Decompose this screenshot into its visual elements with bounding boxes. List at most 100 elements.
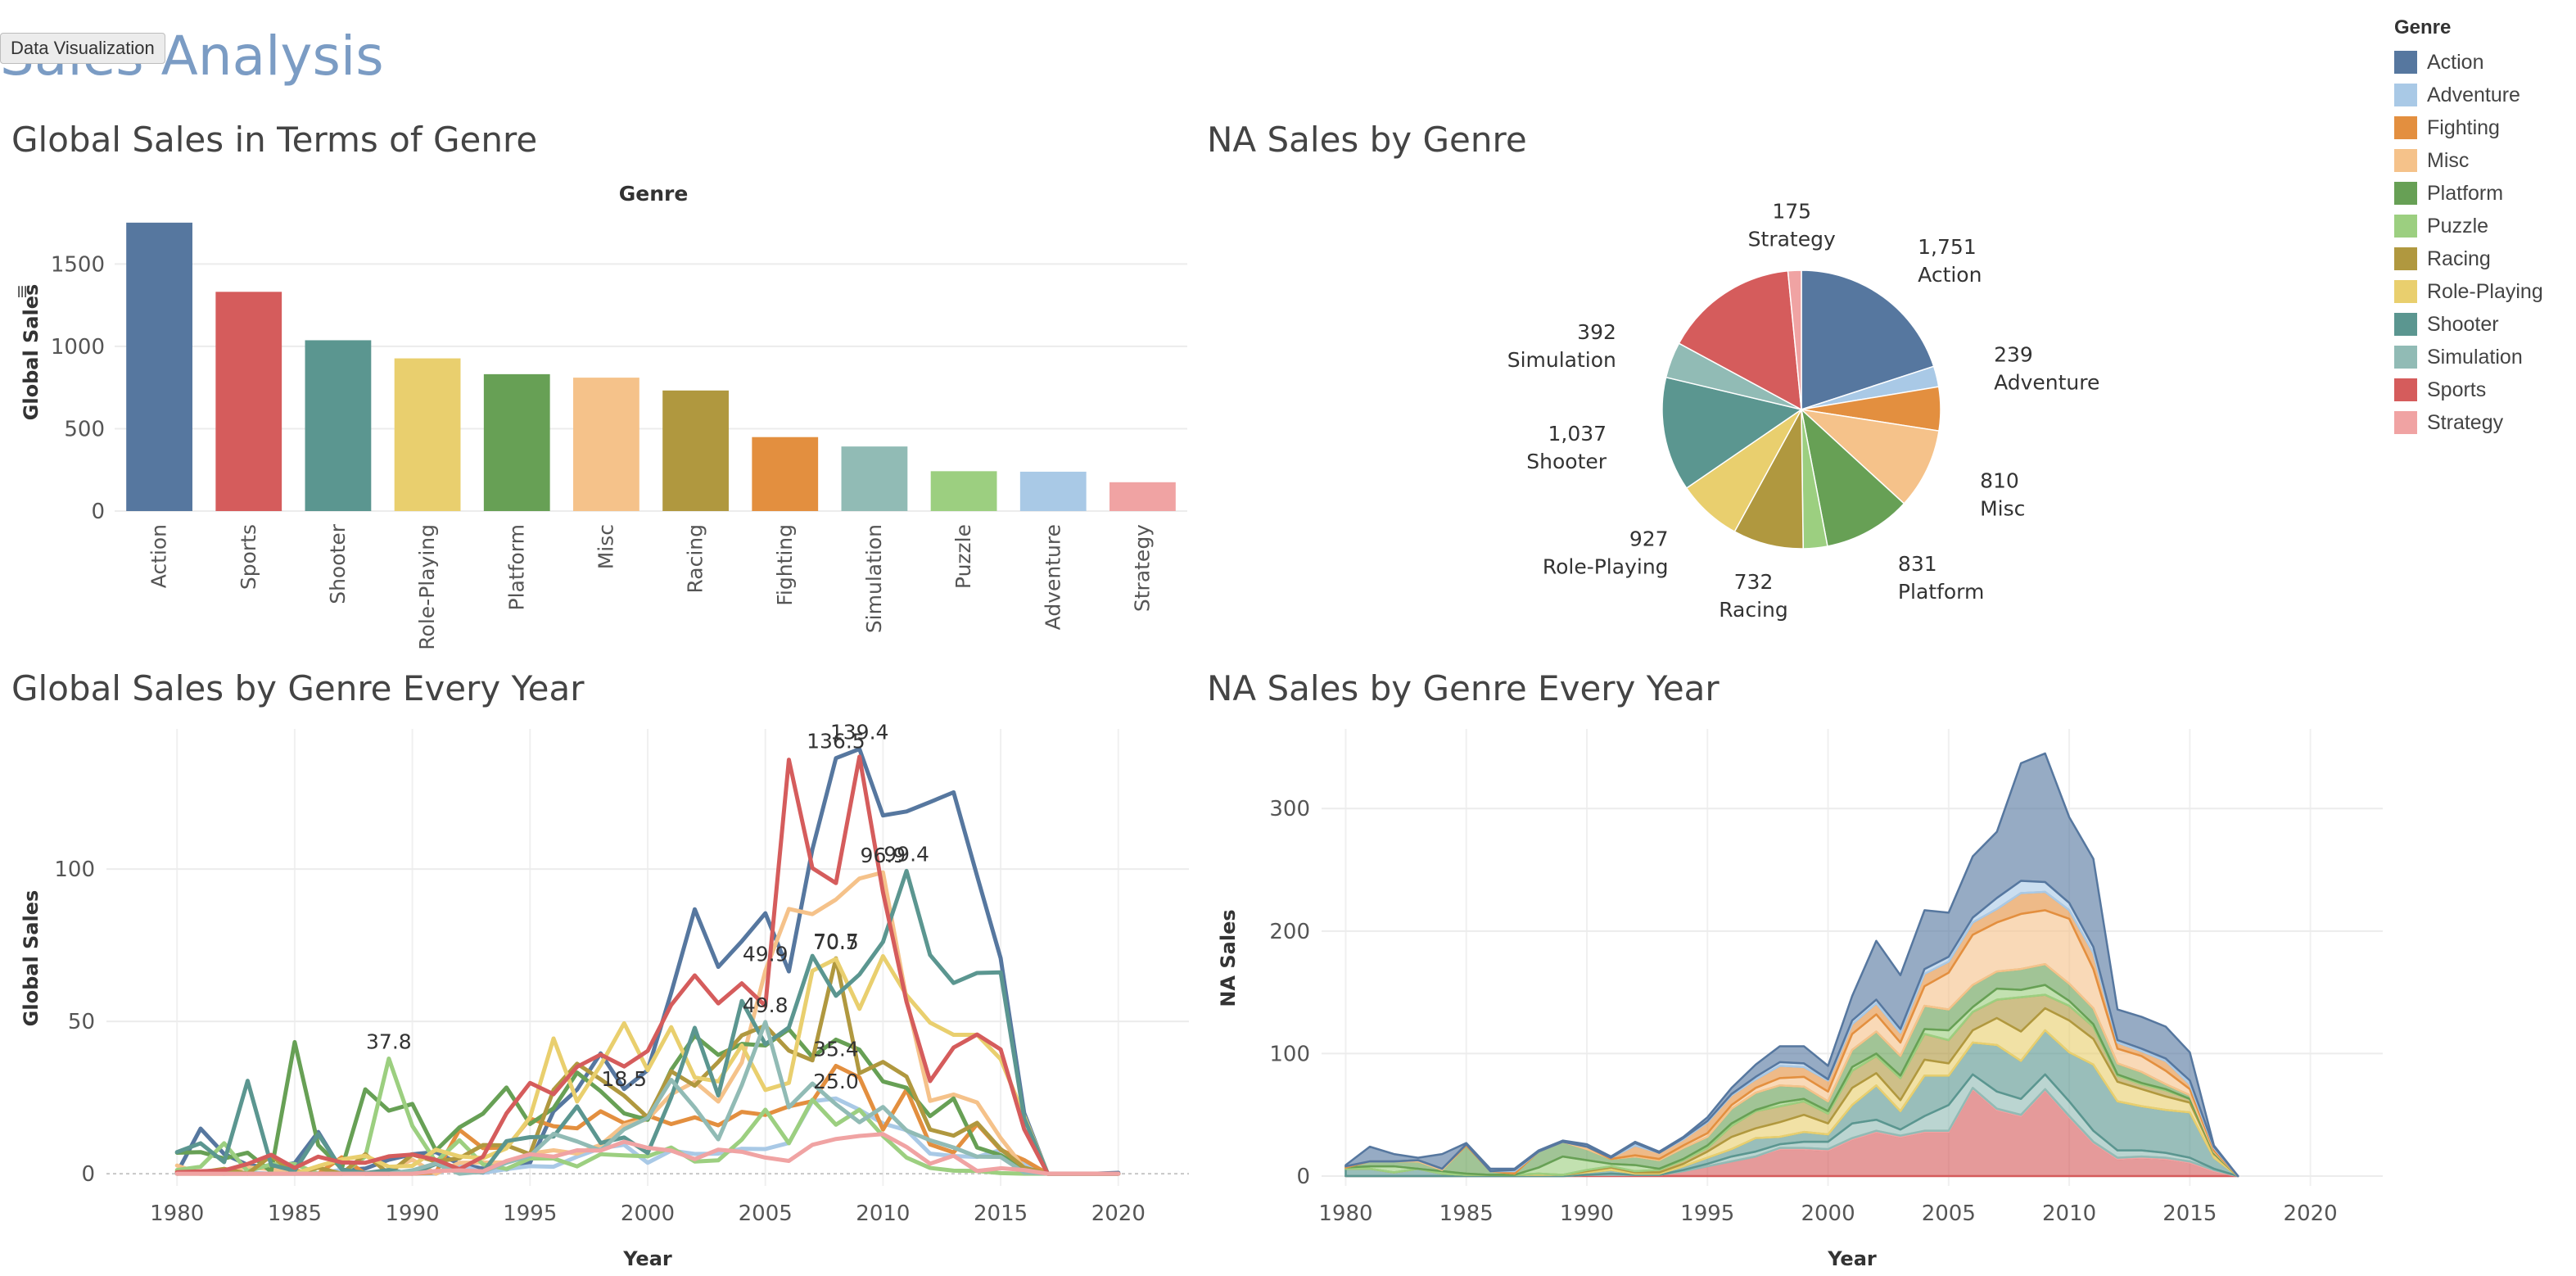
legend-swatch (2394, 313, 2417, 336)
pie-slice-racing (1733, 407, 1804, 550)
bar-strategy (1109, 482, 1176, 511)
bar-x-tick-label: Role-Playing (415, 524, 439, 650)
bar-shooter (305, 340, 372, 511)
legend-title: Genre (2394, 16, 2452, 38)
bar-x-tick-label: Platform (504, 524, 528, 610)
legend-item-sports[interactable]: Sports (2394, 373, 2543, 406)
bar-role-playing (394, 358, 461, 511)
legend-item-strategy[interactable]: Strategy (2394, 406, 2543, 439)
line-data-label: 70.7 (813, 930, 859, 953)
line-data-label: 49.8 (743, 993, 789, 1017)
pie-name-label: Strategy (1748, 227, 1836, 251)
legend-item-fighting[interactable]: Fighting (2394, 111, 2543, 144)
area-x-tick-label: 2015 (2162, 1201, 2217, 1226)
pie-slice-misc (1799, 408, 1940, 505)
bar-x-tick-label: Sports (237, 524, 260, 590)
area-chart-title: NA Sales by Genre Every Year (1207, 668, 1720, 708)
bar-misc (573, 378, 639, 511)
bar-x-tick-label: Puzzle (951, 524, 975, 589)
area-x-tick-label: 1985 (1439, 1201, 1494, 1226)
legend-item-misc[interactable]: Misc (2394, 144, 2543, 177)
legend-swatch (2394, 149, 2417, 172)
bar-y-tick-label: 0 (91, 500, 105, 524)
legend-item-action[interactable]: Action (2394, 46, 2543, 79)
area-x-tick-label: 2010 (2042, 1201, 2096, 1226)
pie-slice-strategy (1787, 269, 1802, 410)
area-y-tick-label: 0 (1296, 1165, 1310, 1189)
legend-label: Shooter (2427, 312, 2499, 336)
pie-value-label: 1,751 (1918, 235, 1977, 259)
legend-label: Misc (2427, 148, 2470, 172)
legend-swatch (2394, 116, 2417, 139)
bar-y-tick-label: 1000 (51, 335, 105, 360)
area-x-tick-label: 1990 (1560, 1201, 1614, 1226)
bar-fighting (752, 437, 819, 511)
line-x-tick-label: 2020 (1091, 1201, 1146, 1226)
line-x-tick-label: 1985 (268, 1201, 322, 1226)
legend-item-platform[interactable]: Platform (2394, 177, 2543, 210)
legend-item-adventure[interactable]: Adventure (2394, 79, 2543, 111)
legend-item-shooter[interactable]: Shooter (2394, 308, 2543, 341)
line-data-label: 49.9 (743, 942, 789, 966)
legend-label: Strategy (2427, 410, 2504, 434)
legend-item-role-playing[interactable]: Role-Playing (2394, 275, 2543, 308)
data-visualization-tag[interactable]: Data Visualization (0, 33, 165, 64)
area-x-axis-title: Year (1827, 1247, 1877, 1270)
legend-label: Simulation (2427, 345, 2523, 369)
line-data-label: 99.4 (884, 842, 929, 866)
bar-sports (215, 292, 282, 511)
legend-item-racing[interactable]: Racing (2394, 242, 2543, 275)
pie-name-label: Shooter (1526, 450, 1607, 473)
line-data-label: 70.5 (813, 930, 859, 954)
line-series-strategy (174, 1132, 1121, 1176)
pie-value-label: 392 (1577, 320, 1616, 344)
line-x-tick-label: 2010 (856, 1201, 910, 1226)
legend-swatch (2394, 378, 2417, 401)
pie-name-label: Platform (1898, 580, 1984, 604)
legend-swatch (2394, 280, 2417, 303)
pie-value-label: 239 (1994, 342, 2033, 366)
area-x-tick-label: 1980 (1318, 1201, 1372, 1226)
legend-label: Platform (2427, 181, 2504, 205)
bar-platform (483, 373, 550, 511)
legend-label: Sports (2427, 378, 2487, 401)
area-band-action (1344, 752, 2239, 1178)
bar-x-tick-label: Simulation (862, 524, 886, 633)
line-series-sports (174, 754, 1121, 1176)
line-x-tick-label: 1990 (386, 1201, 440, 1226)
area-y-axis-title: NA Sales (1217, 909, 1240, 1007)
legend-swatch (2394, 215, 2417, 238)
bar-x-tick-label: Shooter (326, 523, 350, 604)
line-y-tick-label: 0 (81, 1162, 95, 1187)
line-y-tick-label: 50 (68, 1010, 95, 1034)
line-series-shooter (174, 868, 1121, 1176)
legend-swatch (2394, 411, 2417, 434)
area-y-tick-label: 100 (1269, 1042, 1310, 1066)
legend-items: Action Adventure Fighting Misc Platform Puzzl… (2394, 46, 2543, 439)
legend-item-puzzle[interactable]: Puzzle (2394, 210, 2543, 242)
line-x-tick-label: 1995 (503, 1201, 557, 1226)
line-data-label: 96.9 (861, 844, 906, 867)
legend-swatch (2394, 247, 2417, 270)
legend-item-simulation[interactable]: Simulation (2394, 341, 2543, 373)
bar-x-tick-label: Racing (684, 524, 707, 594)
pie-slice-action (1801, 269, 1935, 411)
area-x-tick-label: 1995 (1680, 1201, 1734, 1226)
legend-label: Racing (2427, 247, 2491, 270)
pie-value-label: 831 (1898, 552, 1937, 576)
line-x-tick-label: 2005 (739, 1201, 793, 1226)
bar-x-tick-label: Action (147, 524, 171, 588)
bar-y-tick-label: 1500 (51, 252, 105, 277)
line-data-label: 139.4 (830, 721, 889, 744)
pie-value-label: 175 (1772, 199, 1811, 223)
pie-slice-shooter (1661, 376, 1803, 490)
pie-value-label: 732 (1734, 570, 1774, 594)
legend-label: Puzzle (2427, 214, 2489, 238)
area-x-tick-label: 2005 (1922, 1201, 1976, 1226)
area-y-tick-label: 200 (1269, 920, 1310, 944)
pie-name-label: Racing (1719, 598, 1788, 622)
bar-adventure (1019, 471, 1087, 511)
line-data-label: 35.4 (813, 1037, 859, 1061)
legend-label: Role-Playing (2427, 279, 2543, 303)
